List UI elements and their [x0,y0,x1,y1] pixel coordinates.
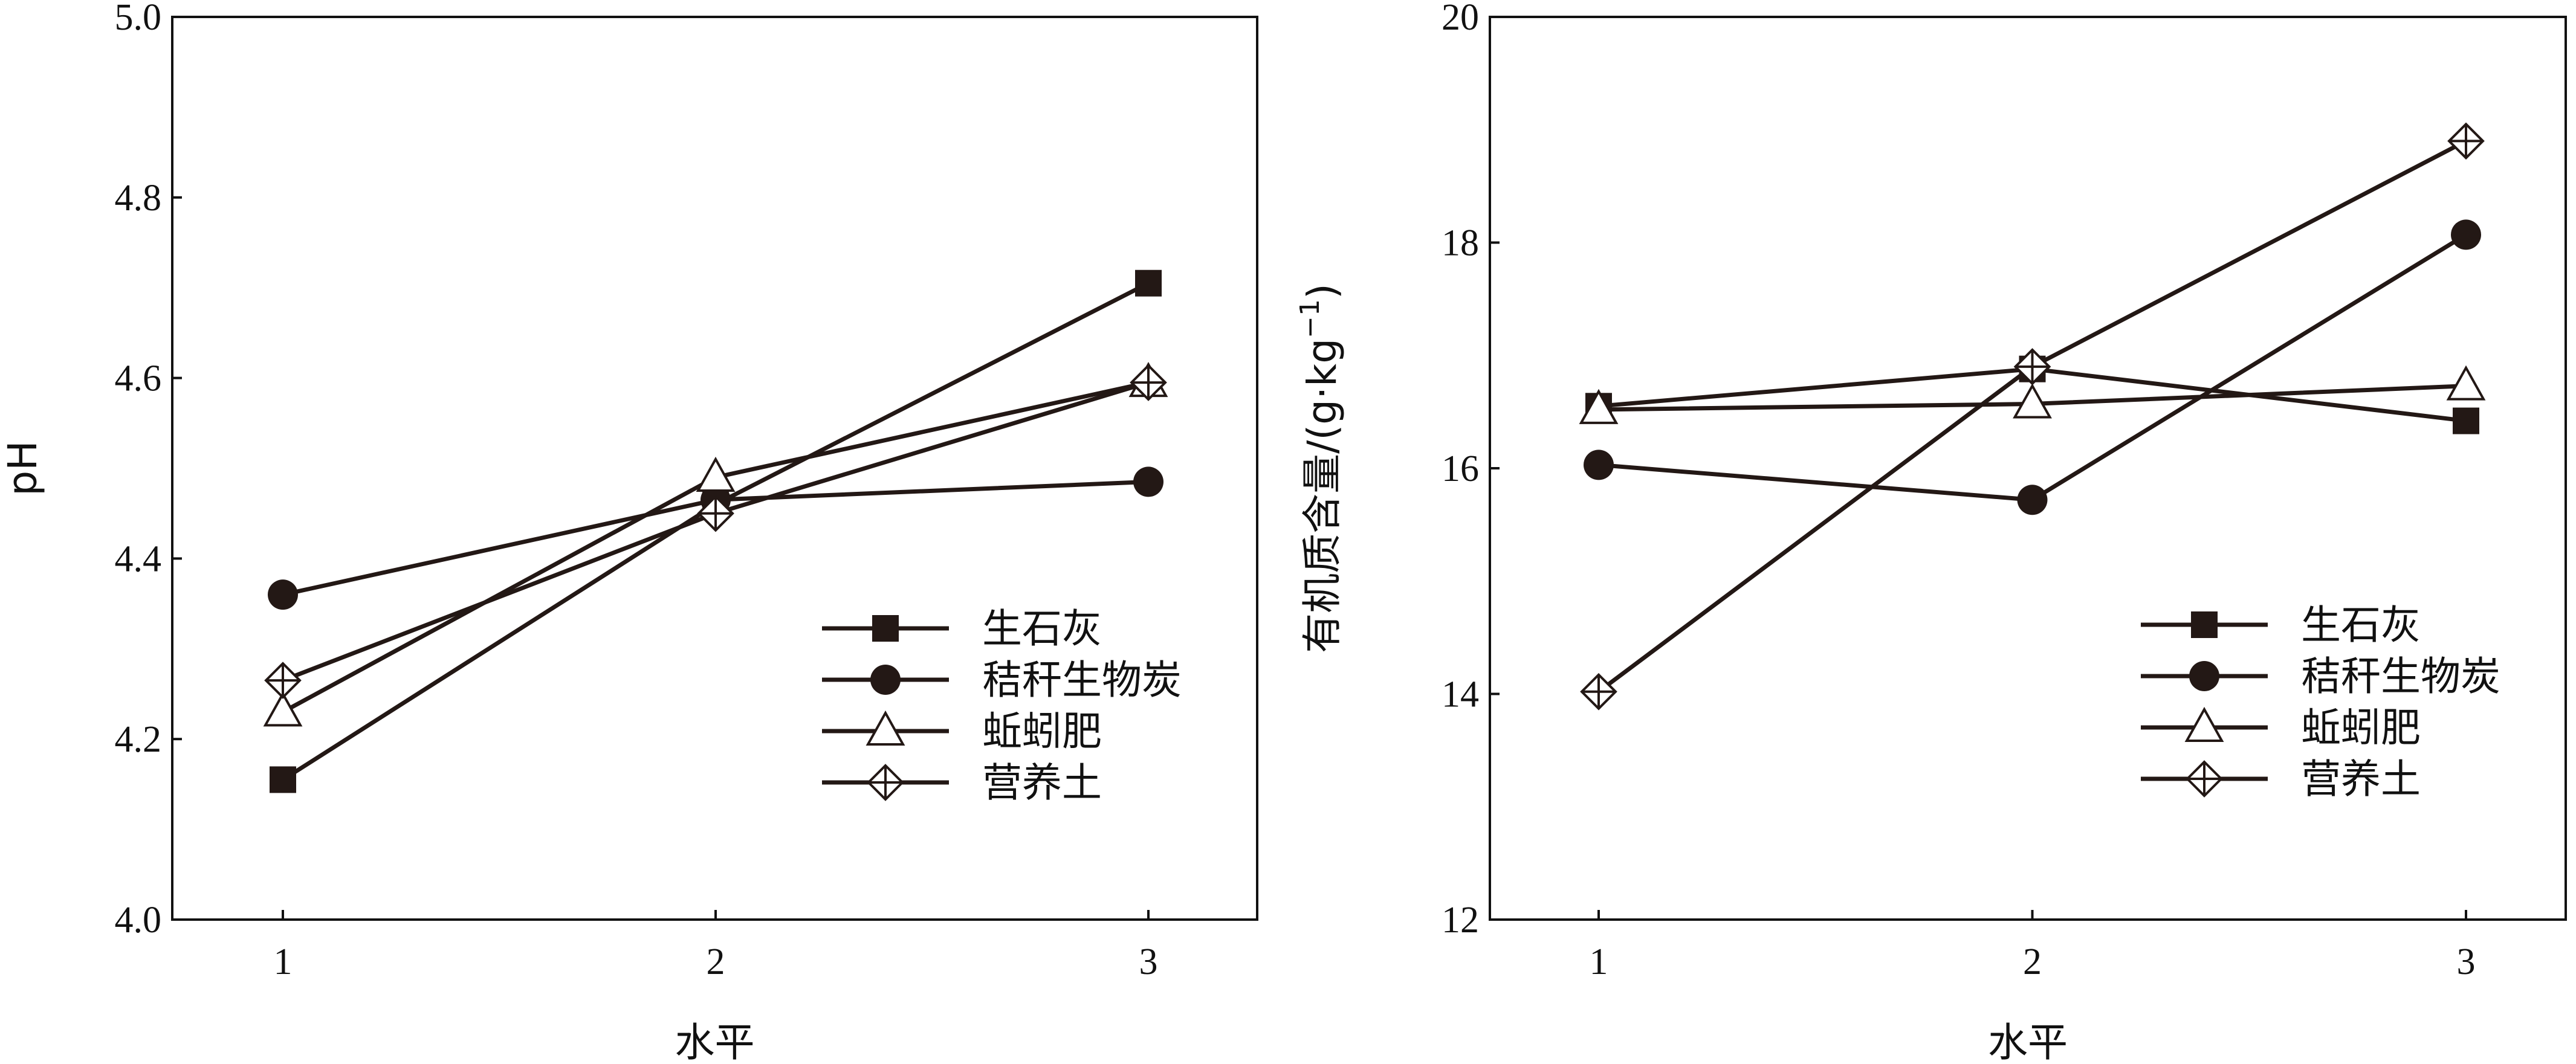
y-tick-label: 18 [1442,223,1479,264]
legend-label-3: 蚯蚓肥 [982,708,1102,755]
data-point-s3-x2 [2013,383,2052,419]
legend-label-2: 秸秆生物炭 [2301,653,2500,700]
legend-marker-3 [866,710,905,746]
data-point-s3-x1 [263,691,303,727]
data-point-s3-x3 [2446,365,2486,401]
legend-label-3: 蚯蚓肥 [2301,704,2421,751]
x-tick-label: 3 [1139,941,1158,982]
y-tick-label: 4.4 [115,538,162,579]
legend-label-1: 生石灰 [2301,602,2421,648]
x-tick-label: 1 [274,941,293,982]
data-point-s1-x3 [2453,407,2479,434]
data-point-s1-x1 [270,766,296,793]
data-point-s2-x3 [2451,219,2481,250]
legend-marker-1 [2191,611,2218,638]
legend-label-1: 生石灰 [982,605,1102,652]
legend-marker-4 [867,764,904,801]
legend-marker-3 [2184,706,2224,742]
data-point-s4-x1 [264,662,302,699]
y-tick-label: 5.0 [115,0,162,38]
y-axis-title: pH [0,440,46,496]
y-tick-label: 20 [1442,0,1479,38]
data-point-s3-x1 [1579,389,1619,424]
data-point-s2-x2 [2017,485,2048,515]
x-tick-label: 3 [2457,941,2476,982]
y-tick-label: 12 [1442,900,1479,941]
y-tick-label: 4.6 [115,358,162,399]
x-tick-label: 1 [1590,941,1608,982]
legend-marker-2 [870,665,901,695]
y-tick-label: 4.8 [115,178,162,219]
y-tick-label: 16 [1442,448,1479,489]
x-tick-label: 2 [2023,941,2042,982]
data-point-s1-x3 [1135,269,1162,297]
x-tick-label: 2 [707,941,725,982]
legend-label-2: 秸秆生物炭 [982,657,1182,703]
data-point-s3-x2 [696,456,736,492]
x-axis-title: 水平 [675,1019,755,1064]
data-point-s4-x3 [1130,364,1167,401]
y-tick-label: 4.0 [115,900,162,941]
legend-label-4: 营养土 [982,759,1102,806]
data-point-s4-x2 [2013,348,2051,385]
y-axis-title-main: 有机质含量/(g·kg [1299,338,1345,653]
y-tick-label: 4.2 [115,719,162,760]
x-axis-title: 水平 [1988,1019,2068,1064]
legend-label-4: 营养土 [2301,756,2421,802]
data-point-s2-x3 [1133,466,1163,497]
data-point-s2-x1 [268,579,298,610]
y-tick-label: 14 [1442,674,1479,715]
y-axis-title-end: ) [1299,283,1345,299]
data-point-s4-x3 [2447,122,2485,160]
data-point-s4-x2 [697,494,734,532]
legend-marker-4 [2186,760,2223,798]
legend-marker-1 [872,615,899,642]
legend-marker-2 [2189,661,2219,691]
data-point-s4-x1 [1580,672,1617,711]
y-axis-title: 有机质含量/(g·kg−1) [1295,283,1345,653]
y-axis-title-superscript: −1 [1295,299,1325,338]
data-point-s2-x1 [1584,450,1614,480]
